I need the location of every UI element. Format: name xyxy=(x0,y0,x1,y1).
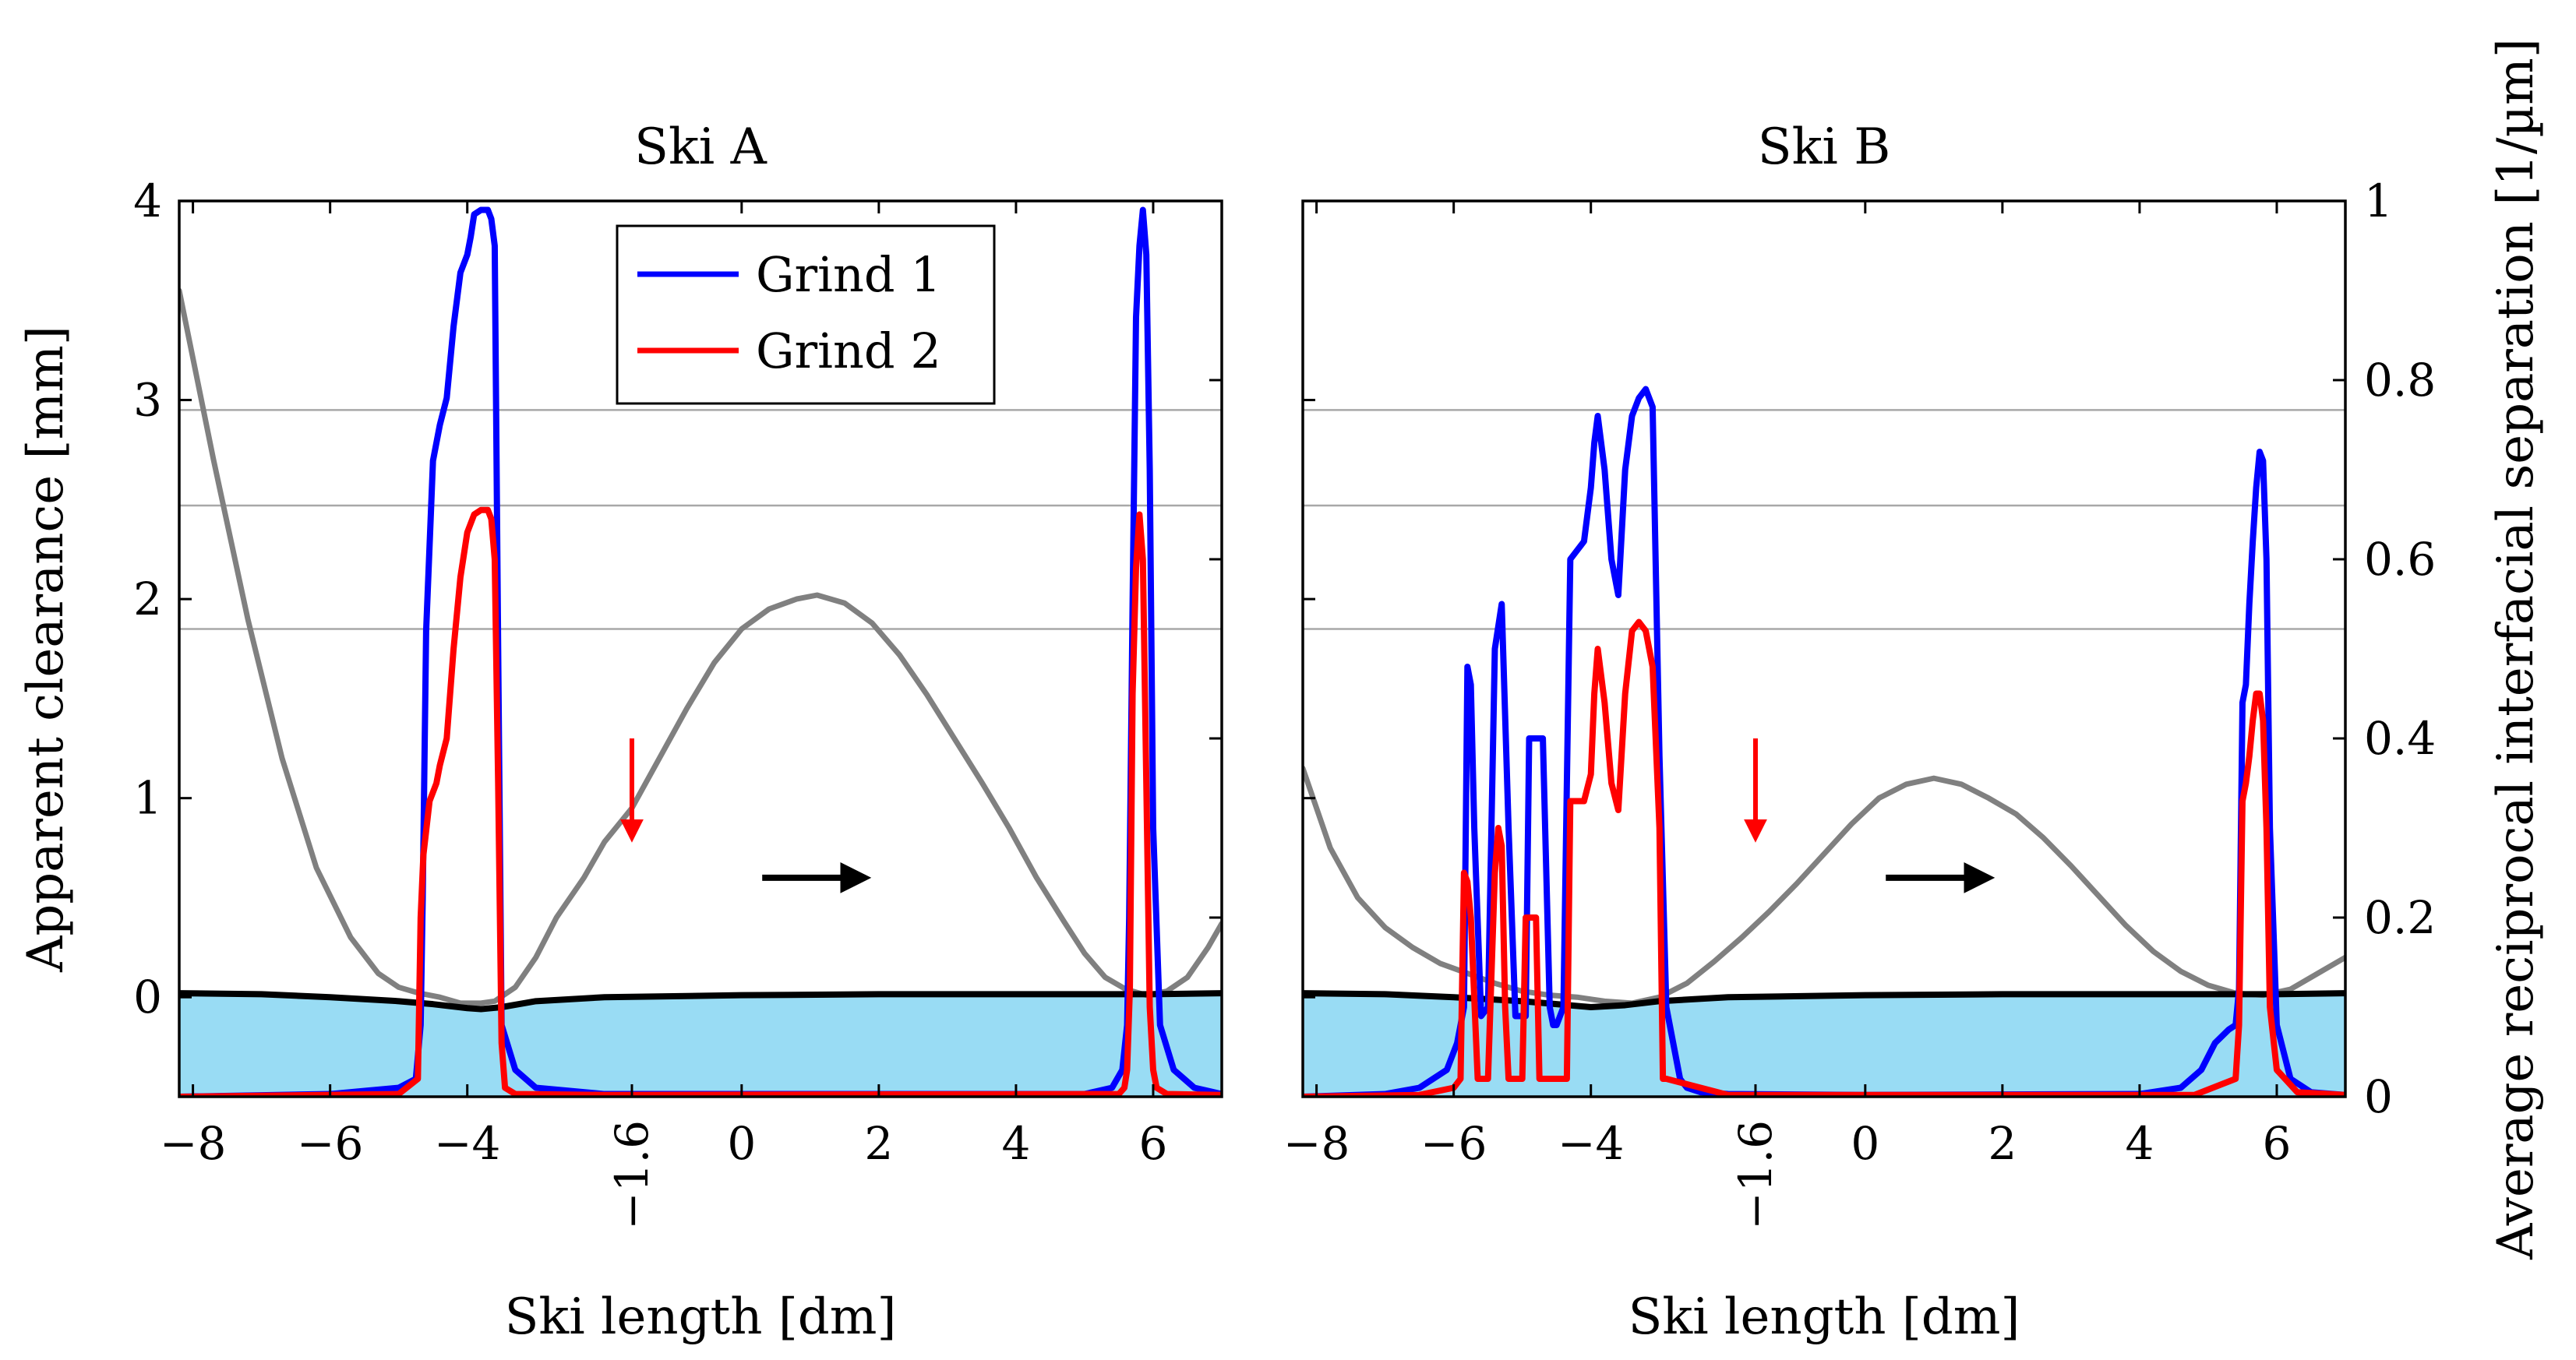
panel-ski-a: Ski A Ski length [dm] Apparent clearance… xyxy=(17,118,1223,1346)
y-tick-label: 3 xyxy=(133,374,162,427)
legend-box xyxy=(616,224,996,405)
legend-label-grind-1: Grind 1 xyxy=(756,246,941,303)
chart-title: Ski B xyxy=(1758,118,1890,176)
x-tick-label: 6 xyxy=(2263,1117,2292,1170)
x-tick-label: −8 xyxy=(1283,1117,1350,1170)
y2-tick-label: 0.6 xyxy=(2364,533,2436,586)
x-tick-label: −4 xyxy=(1558,1117,1625,1170)
plot-area xyxy=(1303,201,2345,1097)
y2-axis-label: Average reciprocal interfacial separatio… xyxy=(2487,38,2545,1260)
x-tick-label: −4 xyxy=(434,1117,501,1170)
baseline-fill-area xyxy=(179,993,1222,1097)
x-tick-label: 6 xyxy=(1139,1117,1168,1170)
y2-tick-label: 1 xyxy=(2364,174,2393,227)
plot-area xyxy=(179,201,1222,1097)
panel-ski-b: Ski B Ski length [dm] Average reciprocal… xyxy=(1283,38,2545,1346)
chart-title: Ski A xyxy=(634,118,767,176)
y2-tick-label: 0.2 xyxy=(2364,891,2436,944)
y2-tick-label: 0.8 xyxy=(2364,354,2436,407)
series-line-grind-2 xyxy=(1303,618,2345,1097)
baseline-fill-area xyxy=(1303,993,2345,1097)
y2-tick-label: 0 xyxy=(2364,1070,2393,1123)
series-line-gray xyxy=(179,287,1222,1006)
y-tick-label: 2 xyxy=(133,573,162,625)
y-tick-label: 0 xyxy=(133,971,162,1024)
y2-tick-label: 0.4 xyxy=(2364,712,2436,765)
x-axis-label: Ski length [dm] xyxy=(1629,1288,2020,1346)
x-tick-label-special: −1.6 xyxy=(605,1120,658,1230)
plot-frame xyxy=(1301,199,2347,1098)
series-line-grind-1 xyxy=(1303,386,2345,1097)
plot-frame xyxy=(178,199,1223,1098)
y-axis-label: Apparent clearance [mm] xyxy=(17,326,75,973)
x-axis-label: Ski length [dm] xyxy=(505,1288,897,1346)
x-tick-label: 0 xyxy=(727,1117,756,1170)
x-tick-label: 2 xyxy=(864,1117,893,1170)
series-line-gray xyxy=(1303,765,2345,1006)
x-tick-label: 4 xyxy=(1001,1117,1030,1170)
x-tick-label: −6 xyxy=(297,1117,364,1170)
y-tick-label: 1 xyxy=(133,772,162,825)
series-line-grind-2 xyxy=(179,506,1222,1097)
x-tick-label: 2 xyxy=(1988,1117,2017,1170)
legend: Grind 1 Grind 2 xyxy=(616,224,996,405)
x-tick-label: 0 xyxy=(1851,1117,1879,1170)
x-tick-label: 4 xyxy=(2125,1117,2154,1170)
x-tick-label-special: −1.6 xyxy=(1729,1120,1782,1230)
x-tick-label: −8 xyxy=(160,1117,227,1170)
y-tick-label: 4 xyxy=(133,174,162,227)
x-tick-label: −6 xyxy=(1420,1117,1487,1170)
legend-label-grind-2: Grind 2 xyxy=(756,322,941,379)
